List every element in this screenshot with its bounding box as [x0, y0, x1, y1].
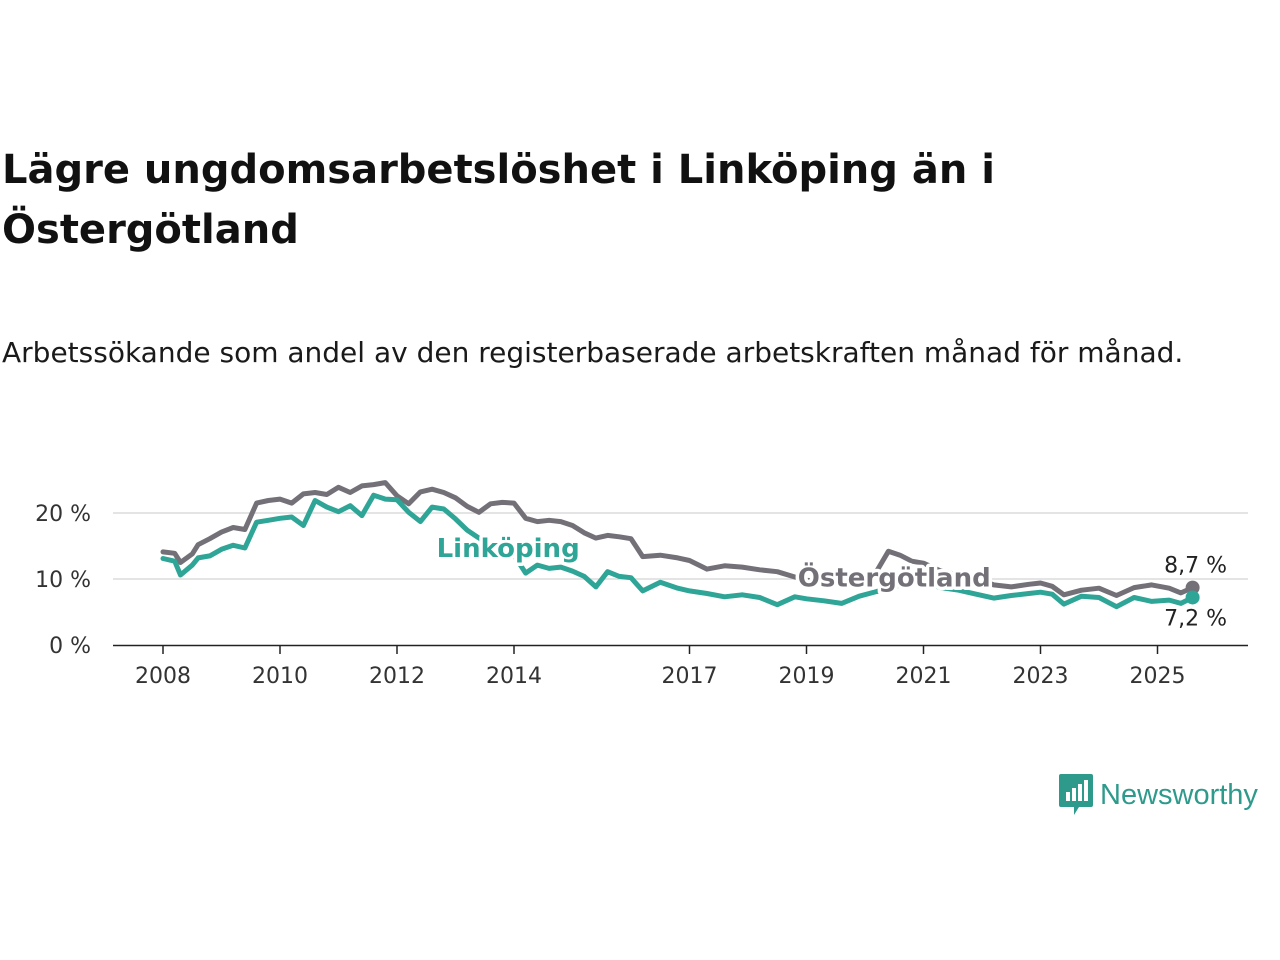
series-annotation: Östergötland	[798, 561, 991, 594]
line-chart: 0 % 10 % 20 % 2008 2010 2012 2014 2017 2019 2021…	[35, 480, 1248, 689]
series-lines	[160, 480, 1196, 610]
end-marker-link-ping	[1185, 590, 1200, 605]
newsworthy-logo-icon	[1059, 774, 1093, 815]
y-axis-ticks: 0 % 10 % 20 %	[35, 502, 91, 659]
chart-subtitle: Arbetssökande som andel av den registerb…	[2, 336, 1184, 369]
y-tick-label: 20 %	[35, 502, 91, 527]
end-marker--sterg-tland	[1185, 580, 1200, 595]
x-tick-label: 2017	[662, 664, 718, 689]
newsworthy-logo: Newsworthy	[1058, 772, 1258, 818]
x-axis-ticks: 2008 2010 2012 2014 2017 2019 2021 2023 2025	[135, 645, 1186, 689]
y-tick-label: 10 %	[35, 568, 91, 593]
end-value-label: 8,7 %	[1164, 554, 1227, 579]
x-tick-label: 2010	[252, 664, 308, 689]
chart-title: Lägre ungdomsarbetslöshet i Linköping än…	[2, 147, 995, 253]
x-tick-label: 2019	[779, 664, 835, 689]
y-tick-label: 0 %	[49, 634, 91, 659]
series-line--sterg-tland	[160, 480, 1196, 598]
x-tick-label: 2023	[1013, 664, 1069, 689]
x-tick-label: 2008	[135, 664, 191, 689]
grid-lines	[113, 512, 1248, 580]
end-value-label: 7,2 %	[1164, 606, 1227, 631]
x-tick-label: 2021	[896, 664, 952, 689]
series-annotations: Linköping Östergötland	[433, 530, 994, 597]
x-tick-label: 2012	[369, 664, 425, 689]
series-line-link-ping	[160, 492, 1196, 610]
series-end-labels: 8,7 % 7,2 %	[1164, 554, 1227, 632]
x-tick-label: 2025	[1130, 664, 1186, 689]
newsworthy-logo-text: Newsworthy	[1100, 778, 1258, 811]
x-tick-label: 2014	[486, 664, 542, 689]
series-annotation: Linköping	[437, 534, 580, 564]
